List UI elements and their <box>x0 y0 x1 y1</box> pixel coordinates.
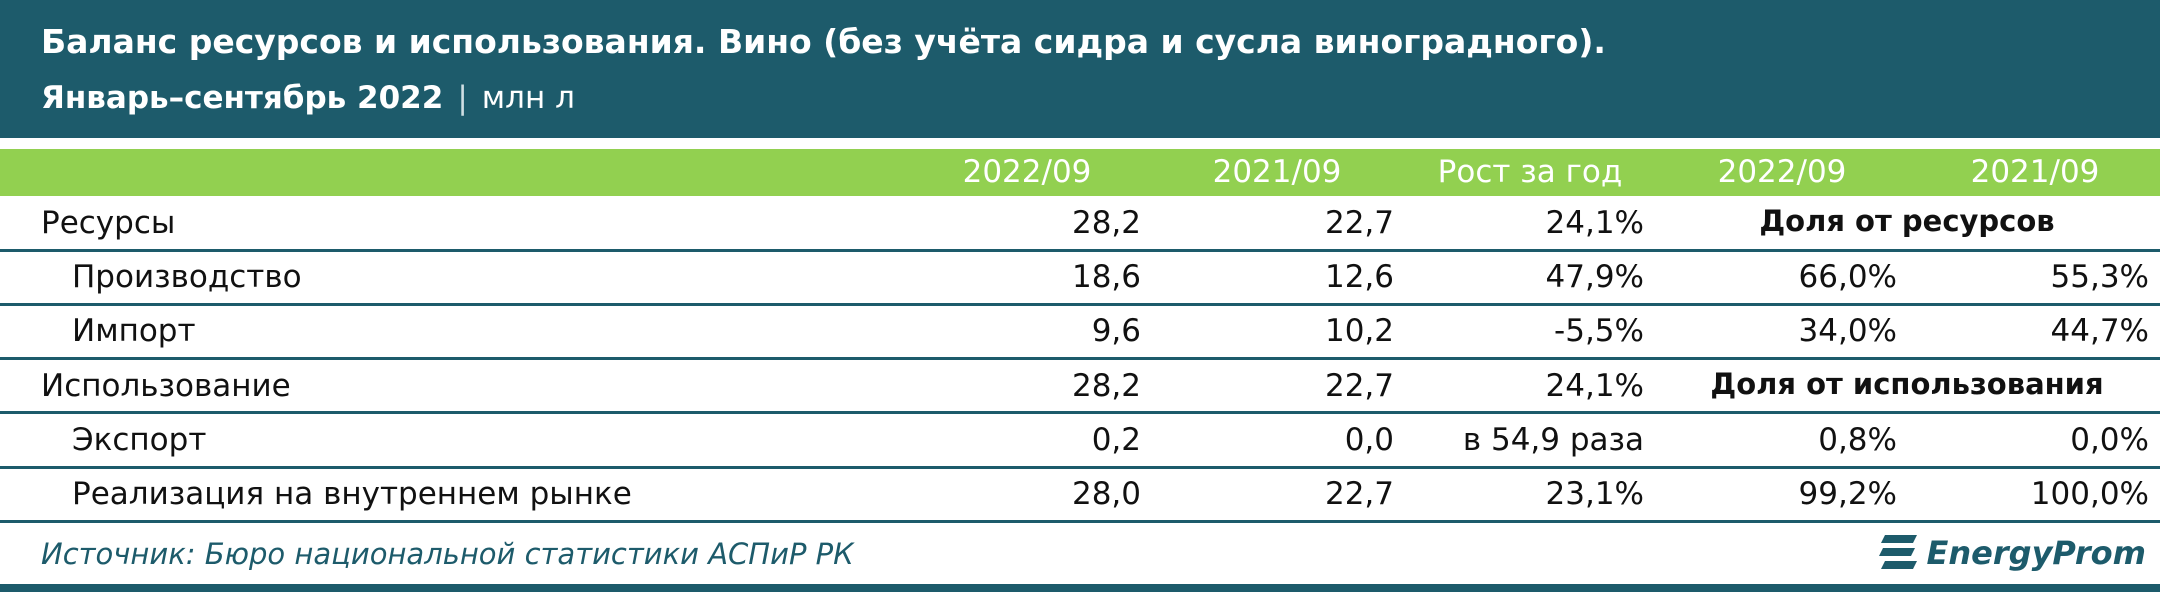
separator: | <box>457 80 468 116</box>
share-label: Доля от использования <box>1710 366 2104 401</box>
column-header-band <box>0 149 2160 196</box>
cell: 18,6 <box>1071 259 1141 296</box>
cell: 24,1% <box>1545 367 1644 404</box>
cell: 34,0% <box>1798 313 1897 350</box>
cell: 28,2 <box>1071 205 1141 241</box>
cell: 12,6 <box>1324 259 1394 296</box>
source: Источник: Бюро национальной статистики А… <box>41 537 854 571</box>
column-header: 2022/09 <box>1717 154 1847 190</box>
row-line <box>0 465 2160 469</box>
row-line <box>0 302 2160 306</box>
cell: 100,0% <box>2030 476 2149 512</box>
cell: 22,7 <box>1324 205 1394 241</box>
unit: млн л <box>481 80 575 116</box>
row-line <box>0 519 2160 523</box>
row-label: Ресурсы <box>41 205 176 241</box>
bottom-band <box>0 584 2160 592</box>
subtitle-line: Январь–сентябрь 2022 | млн л <box>41 80 575 116</box>
cell: 44,7% <box>2050 313 2149 350</box>
cell: 0,2 <box>1091 421 1141 458</box>
cell: 23,1% <box>1545 476 1644 512</box>
cell: 47,9% <box>1545 259 1644 296</box>
cell: 55,3% <box>2050 259 2149 296</box>
cell: в 54,9 раза <box>1462 421 1644 458</box>
header-band <box>0 0 2160 138</box>
cell: 28,2 <box>1071 367 1141 404</box>
cell: 28,0 <box>1071 476 1141 512</box>
logo-text: EnergyProm <box>1926 534 2146 572</box>
row-label: Производство <box>72 259 302 296</box>
logo: EnergyProm <box>1877 530 2146 576</box>
cell: 0,0% <box>2070 421 2149 458</box>
cell: 99,2% <box>1798 476 1897 512</box>
subtitle: Январь–сентябрь 2022 <box>41 80 444 116</box>
row-label: Реализация на внутреннем рынке <box>72 476 632 512</box>
share-label: Доля от ресурсов <box>1759 204 2055 238</box>
cell: 9,6 <box>1091 313 1141 350</box>
title: Баланс ресурсов и использования. Вино (б… <box>41 22 1606 61</box>
row-line <box>0 248 2160 252</box>
cell: 10,2 <box>1324 313 1394 350</box>
cell: 24,1% <box>1545 205 1644 241</box>
column-header: Рост за год <box>1437 154 1623 190</box>
row-line <box>0 411 2160 415</box>
column-header: 2021/09 <box>1970 154 2100 190</box>
column-header: 2021/09 <box>1212 154 1342 190</box>
cell: 0,8% <box>1818 421 1897 458</box>
cell: 22,7 <box>1324 476 1394 512</box>
column-header: 2022/09 <box>962 154 1092 190</box>
row-label: Экспорт <box>72 421 207 458</box>
row-line <box>0 357 2160 361</box>
row-label: Импорт <box>72 313 196 350</box>
cell: 66,0% <box>1798 259 1897 296</box>
cell: 22,7 <box>1324 367 1394 404</box>
row-label: Использование <box>41 367 291 404</box>
cell: 0,0 <box>1344 421 1394 458</box>
logo-icon <box>1878 535 1917 569</box>
cell: -5,5% <box>1554 313 1644 350</box>
